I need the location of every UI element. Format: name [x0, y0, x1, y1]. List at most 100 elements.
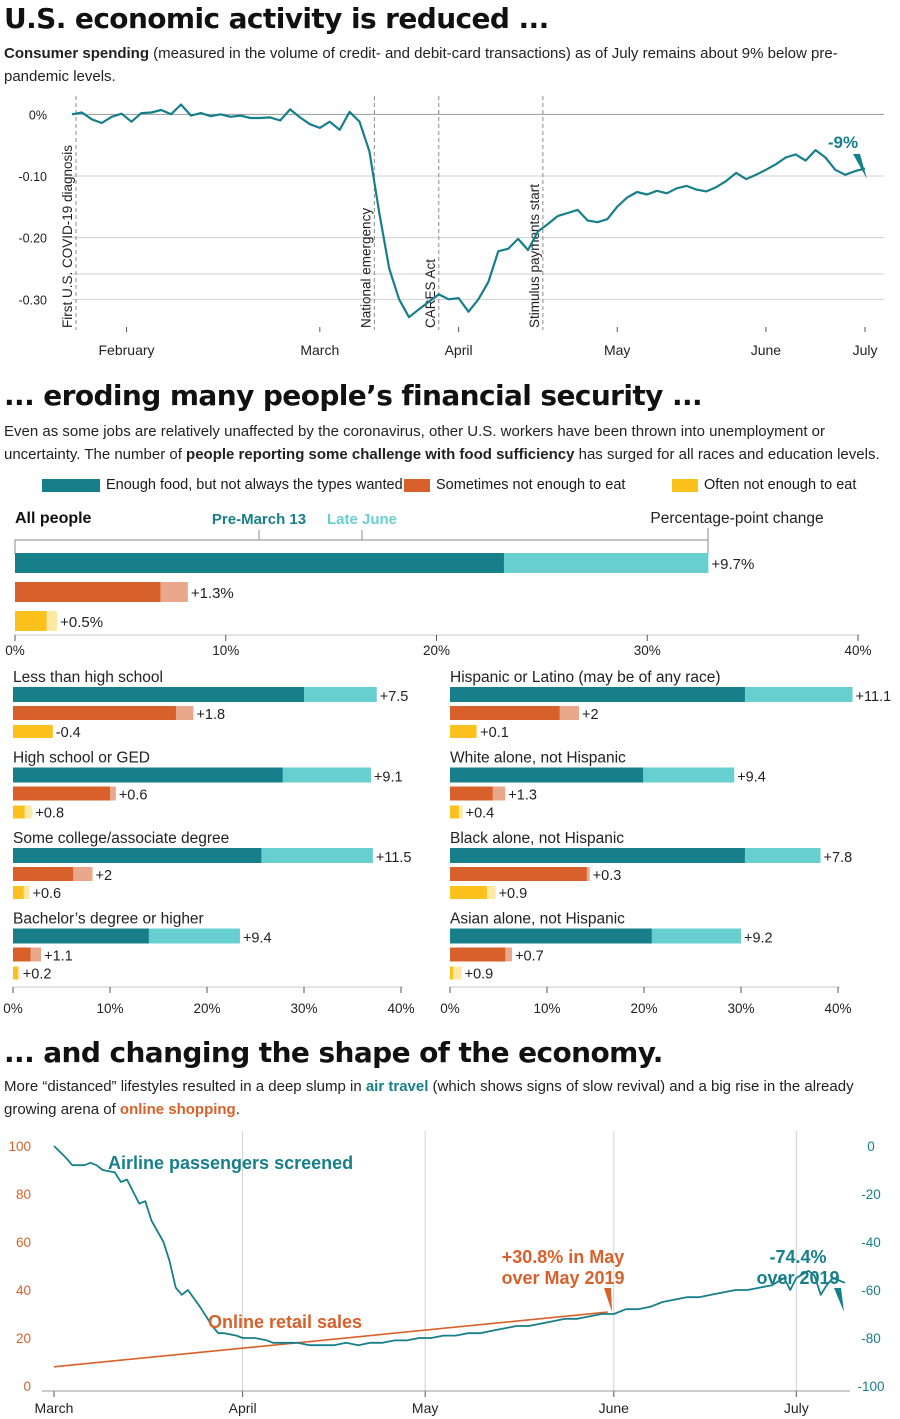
bar-pre-march [450, 966, 453, 980]
x-tick-label: 40% [824, 1001, 851, 1016]
airline-line [53, 1145, 846, 1347]
change-label: +9.4 [243, 931, 272, 947]
section1-lede: Consumer spending (measured in the volum… [4, 45, 838, 85]
bar-pre-march [13, 767, 283, 783]
change-label: +1.3% [191, 585, 234, 602]
change-header: Percentage-point change [650, 510, 823, 527]
x-tick-label: 40% [387, 1001, 414, 1016]
change-label: +2 [582, 707, 599, 723]
change-label: +0.5% [60, 614, 103, 631]
change-label: +0.7 [515, 949, 544, 965]
bar-pre-march [450, 867, 587, 881]
x-tick-label: 20% [193, 1001, 220, 1016]
change-label: +1.8 [196, 707, 225, 723]
bracket [14, 528, 709, 554]
x-tick-label: 20% [630, 1001, 657, 1016]
change-label: +9.1 [374, 770, 403, 786]
group-label: Some college/associate degree [13, 830, 229, 847]
change-label: +9.4 [737, 770, 766, 786]
change-label: +9.7% [711, 556, 754, 573]
left-tick-label: 60 [16, 1235, 31, 1250]
bar-pre-march [15, 582, 161, 602]
right-tick-label: -100 [857, 1379, 884, 1394]
annotation-arrow [853, 154, 867, 179]
event-label: National emergency [358, 208, 373, 328]
change-label: -0.4 [56, 725, 81, 741]
all-people-bar-chart: All people Pre-March 13 Late June Percentag… [5, 510, 871, 658]
x-tick-label: 0% [440, 1001, 460, 1016]
right-tick-label: -60 [861, 1283, 881, 1298]
section2-lede: Even as some jobs are relatively unaffec… [4, 423, 880, 463]
bar-pre-march [13, 687, 304, 702]
x-tick-label: 0% [5, 643, 25, 658]
bar-pre-march [13, 886, 24, 899]
legend-label: Often not enough to eat [704, 477, 857, 493]
section1-title: U.S. economic activity is reduced ... [4, 2, 549, 35]
event-label: CARES Act [423, 259, 438, 328]
group-label: Bachelor’s degree or higher [13, 911, 204, 928]
change-label: +0.3 [593, 868, 622, 884]
section2-title: ... eroding many people’s financial secu… [4, 379, 703, 412]
x-tick-label: February [99, 342, 155, 358]
x-tick-label: 30% [727, 1001, 754, 1016]
bar-pre-march [450, 767, 644, 783]
x-tick-label: June [751, 342, 782, 358]
section3-title: ... and changing the shape of the econom… [4, 1036, 663, 1069]
change-label: +11.1 [856, 689, 892, 705]
right-tick-label: -80 [861, 1331, 881, 1346]
left-tick-label: 0 [23, 1379, 31, 1394]
legend-label: Sometimes not enough to eat [436, 477, 626, 493]
online-retail-line [53, 1311, 608, 1368]
x-tick-label: April [445, 342, 473, 358]
event-label: First U.S. COVID-19 diagnosis [60, 145, 75, 328]
bar-pre-march [450, 947, 506, 962]
all-people-label: All people [15, 510, 92, 527]
left-tick-label: 80 [16, 1187, 31, 1202]
x-tick-label: 10% [96, 1001, 123, 1016]
group-label: Asian alone, not Hispanic [450, 911, 625, 928]
x-tick-label: 10% [212, 643, 239, 658]
y-tick-label: -0.10 [19, 170, 48, 184]
bar-pre-march [13, 706, 176, 720]
left-tick-label: 40 [16, 1283, 31, 1298]
food-legend: Enough food, but not always the types wa… [0, 477, 900, 495]
left-tick-label: 20 [16, 1331, 31, 1346]
legend-swatch-teal [42, 478, 100, 492]
x-tick-label: 0% [3, 1001, 23, 1016]
right-tick-label: 0 [867, 1139, 875, 1154]
bar-pre-march [450, 706, 560, 720]
bar-pre-march [13, 848, 262, 863]
airline-annotation: -74.4% [769, 1247, 826, 1267]
change-label: +9.2 [744, 931, 773, 947]
legend-swatch-yellow [672, 478, 698, 492]
x-tick-label: March [35, 1400, 74, 1416]
airline-series-label: Airline passengers screened [108, 1153, 353, 1173]
retail-annotation: +30.8% in May [502, 1247, 625, 1267]
x-tick-label: May [412, 1400, 438, 1416]
airline-annotation: over 2019 [756, 1268, 839, 1288]
pre-march-label: Pre-March 13 [212, 511, 306, 528]
change-label: +2 [96, 868, 113, 884]
legend-item-sometimes: Sometimes not enough to eat [404, 477, 625, 493]
legend-item-enough-food: Enough food, but not always the types wa… [42, 477, 403, 493]
bar-late-june [450, 966, 462, 980]
section3-lede: More “distanced” lifestyles resulted in … [4, 1078, 854, 1118]
bar-pre-march [15, 611, 47, 631]
education-race-bar-charts: Less than high school +7.5 +1.8 -0.4 High sc… [3, 669, 892, 1016]
group-label: Black alone, not Hispanic [450, 830, 624, 847]
right-tick-label: -40 [861, 1235, 881, 1250]
bar-pre-march [13, 928, 149, 944]
x-tick-label: March [300, 342, 339, 358]
legend-item-often: Often not enough to eat [672, 477, 856, 493]
change-label: +0.4 [466, 806, 495, 822]
group-label: White alone, not Hispanic [450, 750, 626, 767]
bar-pre-march [13, 805, 25, 819]
bar-pre-march [15, 553, 504, 573]
y-tick-label: -0.30 [19, 293, 48, 307]
change-label: +0.1 [480, 725, 509, 741]
group-label: Hispanic or Latino (may be of any race) [450, 669, 721, 686]
consumer-spending-line [71, 103, 866, 319]
retail-annotation: over May 2019 [501, 1268, 624, 1288]
bar-pre-march [13, 725, 53, 738]
legend-swatch-orange [404, 478, 430, 492]
